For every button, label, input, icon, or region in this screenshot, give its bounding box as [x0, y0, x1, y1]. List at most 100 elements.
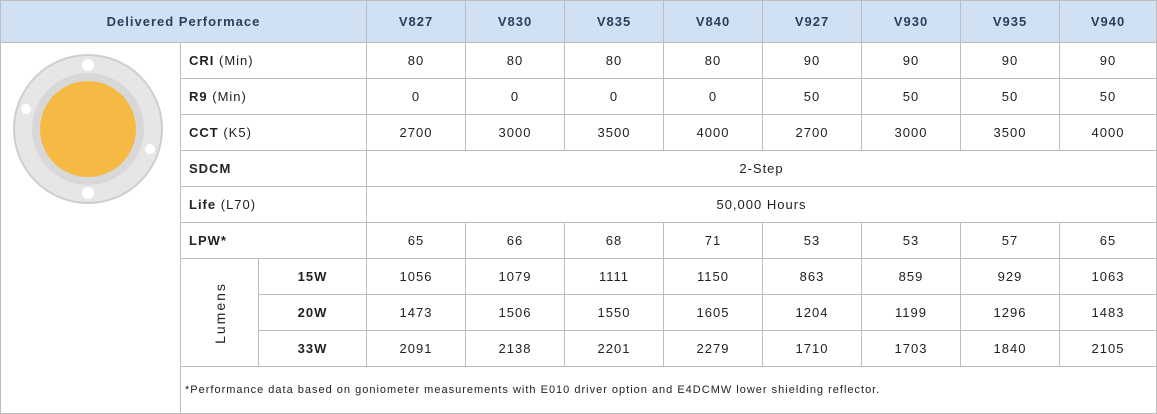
- value-cell: 1150: [664, 259, 763, 295]
- row-label-unit: (L70): [221, 197, 256, 212]
- value-cell: 1605: [664, 295, 763, 331]
- hole: [21, 104, 31, 114]
- value-cell: 3000: [862, 115, 961, 151]
- value-cell: 90: [961, 43, 1060, 79]
- hole: [82, 187, 94, 199]
- lumens-label: Lumens: [212, 282, 228, 344]
- value-cell: 2700: [763, 115, 862, 151]
- value-cell: 1473: [367, 295, 466, 331]
- value-cell: 2138: [466, 331, 565, 367]
- value-cell: 1840: [961, 331, 1060, 367]
- value-cell: 0: [565, 79, 664, 115]
- value-cell: 4000: [1060, 115, 1157, 151]
- footnote: *Performance data based on goniometer me…: [181, 367, 1157, 414]
- header-cell: V940: [1060, 1, 1157, 43]
- value-cell: 90: [1060, 43, 1157, 79]
- product-image-cell: [1, 43, 181, 414]
- value-cell: 1056: [367, 259, 466, 295]
- value-cell: 2105: [1060, 331, 1157, 367]
- value-cell: 1550: [565, 295, 664, 331]
- value-cell: 65: [1060, 223, 1157, 259]
- value-cell: 50: [862, 79, 961, 115]
- header-cell: V830: [466, 1, 565, 43]
- hole: [145, 144, 155, 154]
- value-cell: 1703: [862, 331, 961, 367]
- value-cell: 68: [565, 223, 664, 259]
- row-label-name: CCT: [189, 125, 219, 140]
- value-cell: 1710: [763, 331, 862, 367]
- wattage: 20W: [259, 295, 367, 331]
- row-label-unit: (K5): [223, 125, 252, 140]
- value-cell: 3500: [961, 115, 1060, 151]
- row-label-name: SDCM: [189, 161, 231, 176]
- value-cell: 65: [367, 223, 466, 259]
- value-cell: 80: [664, 43, 763, 79]
- row-label-unit: (Min): [212, 89, 247, 104]
- row-label-name: LPW*: [189, 233, 227, 248]
- table-body: Delivered PerformaceV827V830V835V840V927…: [1, 1, 1157, 414]
- value-cell: 1063: [1060, 259, 1157, 295]
- row-label: SDCM: [181, 151, 367, 187]
- performance-table: Delivered PerformaceV827V830V835V840V927…: [0, 0, 1157, 414]
- data-row: CRI (Min)8080808090909090: [1, 43, 1157, 79]
- value-cell: 0: [367, 79, 466, 115]
- value-cell: 53: [763, 223, 862, 259]
- value-cell: 2279: [664, 331, 763, 367]
- value-cell: 53: [862, 223, 961, 259]
- row-label: CRI (Min): [181, 43, 367, 79]
- header-cell: V935: [961, 1, 1060, 43]
- row-label: R9 (Min): [181, 79, 367, 115]
- value-cell: 66: [466, 223, 565, 259]
- value-cell: 3500: [565, 115, 664, 151]
- header-cell: V835: [565, 1, 664, 43]
- row-label: LPW*: [181, 223, 367, 259]
- value-cell: 71: [664, 223, 763, 259]
- row-label: CCT (K5): [181, 115, 367, 151]
- row-label-name: CRI: [189, 53, 214, 68]
- value-cell: 90: [862, 43, 961, 79]
- value-cell: 50: [763, 79, 862, 115]
- header-cell: V840: [664, 1, 763, 43]
- value-cell: 1111: [565, 259, 664, 295]
- wattage: 15W: [259, 259, 367, 295]
- led-array-image: [8, 49, 178, 219]
- value-cell: 0: [466, 79, 565, 115]
- value-cell: 0: [664, 79, 763, 115]
- value-cell: 50: [1060, 79, 1157, 115]
- value-cell: 1506: [466, 295, 565, 331]
- value-cell: 1204: [763, 295, 862, 331]
- value-cell: 929: [961, 259, 1060, 295]
- header-cell: Delivered Performace: [1, 1, 367, 43]
- value-cell: 80: [466, 43, 565, 79]
- row-label-name: Life: [189, 197, 216, 212]
- value-cell: 80: [367, 43, 466, 79]
- row-label-name: R9: [189, 89, 208, 104]
- lumens-label-cell: Lumens: [181, 259, 259, 367]
- value-cell: 3000: [466, 115, 565, 151]
- header-cell: V827: [367, 1, 466, 43]
- value-cell: 1296: [961, 295, 1060, 331]
- span-cell: 50,000 Hours: [367, 187, 1157, 223]
- emitter: [40, 81, 136, 177]
- value-cell: 90: [763, 43, 862, 79]
- header-cell: V927: [763, 1, 862, 43]
- wattage: 33W: [259, 331, 367, 367]
- page: Delivered PerformaceV827V830V835V840V927…: [0, 0, 1157, 414]
- value-cell: 859: [862, 259, 961, 295]
- value-cell: 57: [961, 223, 1060, 259]
- row-label-unit: (Min): [219, 53, 254, 68]
- value-cell: 2700: [367, 115, 466, 151]
- value-cell: 1199: [862, 295, 961, 331]
- row-label: Life (L70): [181, 187, 367, 223]
- value-cell: 4000: [664, 115, 763, 151]
- value-cell: 80: [565, 43, 664, 79]
- value-cell: 2201: [565, 331, 664, 367]
- value-cell: 863: [763, 259, 862, 295]
- value-cell: 1483: [1060, 295, 1157, 331]
- hole: [82, 59, 94, 71]
- value-cell: 50: [961, 79, 1060, 115]
- value-cell: 2091: [367, 331, 466, 367]
- value-cell: 1079: [466, 259, 565, 295]
- span-cell: 2-Step: [367, 151, 1157, 187]
